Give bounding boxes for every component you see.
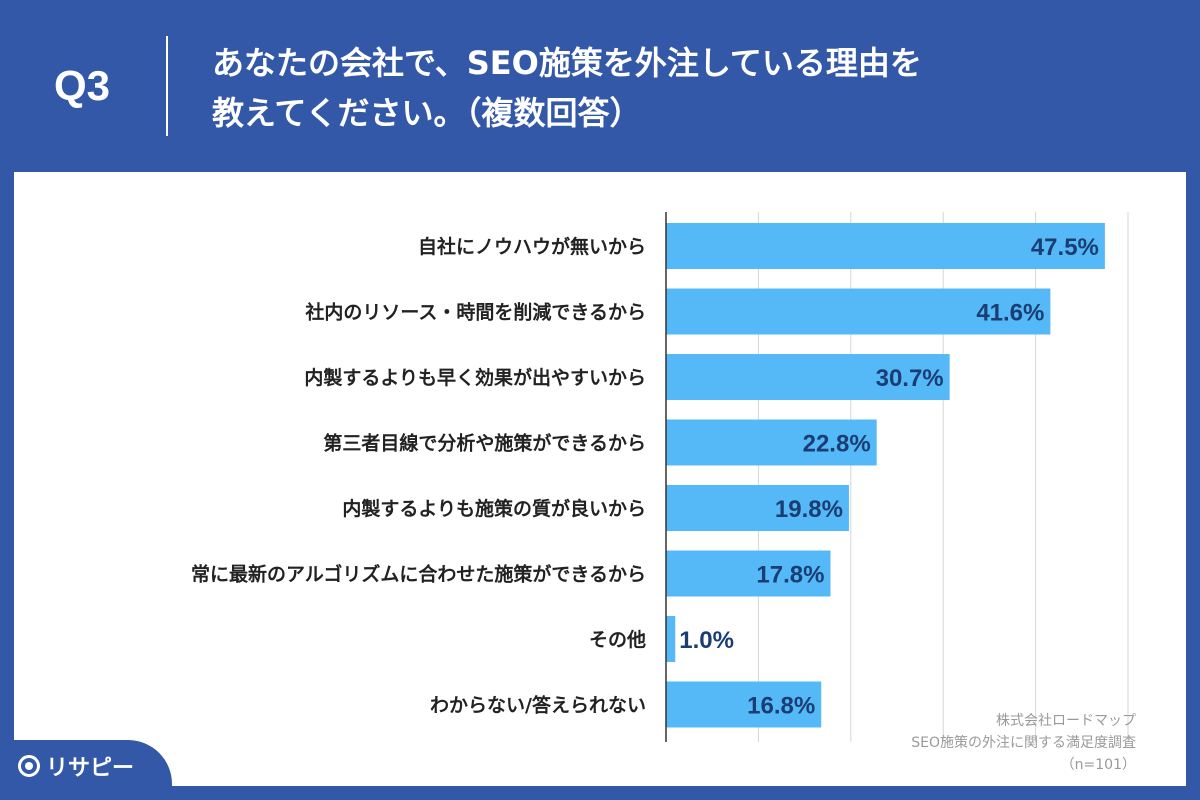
bar	[666, 354, 950, 400]
category-label: 社内のリソース・時間を削減できるから	[304, 301, 646, 324]
category-label: 常に最新のアルゴリズムに合わせた施策ができるから	[191, 563, 646, 586]
source-line2: SEO施策の外注に関する満足度調査	[911, 735, 1136, 751]
category-label: その他	[589, 628, 646, 651]
bar	[666, 419, 877, 466]
header: Q3 あなたの会社で、SEO施策を外注している理由を 教えてください。（複数回答…	[0, 0, 1200, 172]
category-label: わからない/答えられない	[430, 694, 646, 717]
bar	[666, 550, 831, 597]
value-label: 17.8%	[756, 562, 824, 589]
chart-panel: 自社にノウハウが無いから 47.5% 社内のリソース・時間を削減できるから 41.6%…	[14, 172, 1186, 786]
value-label: 1.0%	[679, 627, 734, 654]
source-note: 株式会社ロードマップ SEO施策の外注に関する満足度調査 （n=101）	[911, 710, 1136, 776]
bar	[666, 681, 822, 728]
value-label: 16.8%	[747, 693, 815, 720]
value-label: 47.5%	[1031, 234, 1099, 261]
logo: リサピー	[18, 750, 134, 782]
category-label: 内製するよりも施策の質が良いから	[342, 497, 646, 520]
source-line3: （n=101）	[1060, 757, 1136, 773]
category-label: 第三者目線で分析や施策ができるから	[323, 432, 646, 455]
source-line1: 株式会社ロードマップ	[996, 713, 1136, 729]
bar	[666, 485, 849, 531]
bar	[666, 288, 1051, 335]
bar	[666, 616, 676, 662]
bar-chart: 自社にノウハウが無いから 47.5% 社内のリソース・時間を削減できるから 41.6%…	[191, 212, 1129, 742]
logo-mark-icon	[18, 755, 40, 777]
value-label: 30.7%	[876, 365, 944, 392]
question-title-line2: 教えてください。（複数回答）	[212, 94, 642, 132]
category-label: 内製するよりも早く効果が出やすいから	[304, 366, 646, 389]
logo-text: リサピー	[46, 756, 135, 781]
bar	[666, 223, 1105, 269]
header-divider	[166, 36, 168, 136]
category-label: 自社にノウハウが無いから	[418, 235, 646, 258]
question-title: あなたの会社で、SEO施策を外注している理由を 教えてください。（複数回答）	[212, 38, 1172, 138]
value-label: 19.8%	[775, 496, 843, 523]
value-label: 41.6%	[976, 300, 1044, 327]
value-label: 22.8%	[803, 431, 871, 458]
question-title-line1: あなたの会社で、SEO施策を外注している理由を	[212, 44, 922, 82]
question-number: Q3	[54, 62, 111, 109]
